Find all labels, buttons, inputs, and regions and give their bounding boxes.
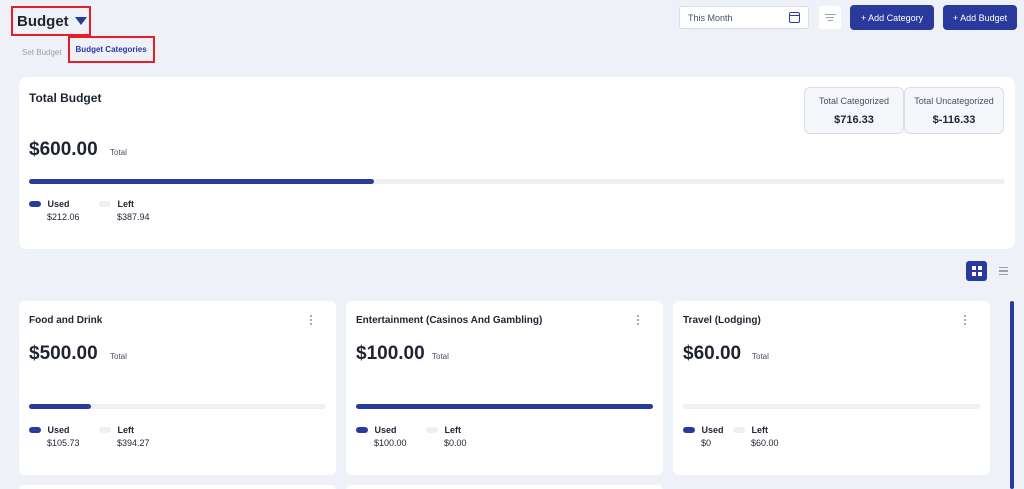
total-uncategorized-box: Total Uncategorized $-116.33 xyxy=(904,87,1004,134)
left-legend: Left $0.00 xyxy=(426,425,467,448)
date-range-select[interactable]: This Month xyxy=(679,6,809,29)
used-label: Used xyxy=(47,425,70,435)
category-progress-fill xyxy=(29,404,92,409)
category-amount: $60.00 xyxy=(683,343,742,364)
left-value: $0.00 xyxy=(444,438,467,448)
left-legend: Left $60.00 xyxy=(733,425,779,448)
total-categorized-label: Total Categorized xyxy=(818,96,890,106)
more-vertical-icon[interactable] xyxy=(964,315,966,325)
total-uncategorized-value: $-116.33 xyxy=(932,114,976,126)
left-value: $394.27 xyxy=(117,438,150,448)
filter-icon-line xyxy=(827,20,833,22)
used-value: $100.00 xyxy=(374,438,407,448)
category-card-partial xyxy=(346,485,663,489)
category-card: Entertainment (Casinos And Gambling) $10… xyxy=(346,301,663,475)
used-label: Used xyxy=(374,425,397,435)
page-title: Budget xyxy=(17,12,69,30)
total-budget-amount: $600.00 xyxy=(29,139,98,160)
total-budget-total-label: Total xyxy=(110,148,127,157)
used-value: $0 xyxy=(701,438,712,448)
left-label: Left xyxy=(117,199,135,209)
left-legend: Left $387.94 xyxy=(99,199,150,222)
category-progress xyxy=(356,404,653,409)
scrollbar[interactable] xyxy=(1010,301,1014,489)
filter-button[interactable] xyxy=(819,6,841,29)
tab-budget-categories-box[interactable]: Budget Categories xyxy=(67,36,155,63)
total-budget-progress-fill xyxy=(29,179,374,184)
used-value: $105.73 xyxy=(47,438,80,448)
used-dot xyxy=(29,427,41,433)
filter-icon xyxy=(824,13,836,15)
used-value: $212.06 xyxy=(47,212,80,222)
sub-tabs: Set Budget Budget Categories xyxy=(22,36,155,63)
category-card-partial xyxy=(19,485,336,489)
category-total-label: Total xyxy=(752,352,769,361)
category-name: Entertainment (Casinos And Gambling) xyxy=(356,315,543,326)
grid-view-button[interactable] xyxy=(966,261,987,281)
total-categorized-value: $716.33 xyxy=(834,114,874,126)
list-view-icon xyxy=(999,267,1008,269)
category-progress xyxy=(29,404,326,409)
more-vertical-icon[interactable] xyxy=(637,315,639,325)
filter-icon-line xyxy=(826,16,834,19)
category-progress xyxy=(683,404,980,409)
category-amount: $100.00 xyxy=(356,343,425,364)
used-dot xyxy=(29,201,41,207)
used-legend: Used $105.73 xyxy=(29,425,80,448)
category-amount: $500.00 xyxy=(29,343,98,364)
total-budget-progress xyxy=(29,179,1005,184)
used-dot xyxy=(356,427,368,433)
left-dot xyxy=(99,427,111,433)
category-total-label: Total xyxy=(432,352,449,361)
used-label: Used xyxy=(47,199,70,209)
tab-budget-categories[interactable]: Budget Categories xyxy=(75,45,147,54)
add-category-button[interactable]: + Add Category xyxy=(850,5,934,30)
more-vertical-icon[interactable] xyxy=(310,315,312,325)
category-name: Food and Drink xyxy=(29,315,103,326)
left-dot xyxy=(99,201,111,207)
used-legend: Used $100.00 xyxy=(356,425,407,448)
category-total-label: Total xyxy=(110,352,127,361)
left-label: Left xyxy=(444,425,462,435)
category-progress-fill xyxy=(356,404,653,409)
used-legend: Used $0 xyxy=(683,425,724,448)
total-categorized-box: Total Categorized $716.33 xyxy=(804,87,904,134)
total-uncategorized-label: Total Uncategorized xyxy=(914,96,994,106)
left-dot xyxy=(426,427,438,433)
left-label: Left xyxy=(117,425,135,435)
budget-title-dropdown[interactable]: Budget xyxy=(11,6,91,36)
category-name: Travel (Lodging) xyxy=(683,315,761,326)
used-dot xyxy=(683,427,695,433)
caret-down-icon xyxy=(74,17,87,25)
left-value: $60.00 xyxy=(751,438,779,448)
list-view-button[interactable] xyxy=(993,261,1014,281)
left-label: Left xyxy=(751,425,769,435)
left-legend: Left $394.27 xyxy=(99,425,150,448)
category-card: Food and Drink $500.00 Total Used $105.7… xyxy=(19,301,336,475)
grid-view-icon xyxy=(971,266,982,276)
used-label: Used xyxy=(701,425,724,435)
category-card: Travel (Lodging) $60.00 Total Used $0 Le… xyxy=(673,301,990,475)
total-budget-title: Total Budget xyxy=(29,91,102,105)
tab-set-budget[interactable]: Set Budget xyxy=(22,48,62,57)
left-dot xyxy=(733,427,745,433)
total-budget-card: Total Budget $600.00 Total Total Categor… xyxy=(19,77,1015,249)
add-budget-button[interactable]: + Add Budget xyxy=(943,5,1017,30)
date-range-value: This Month xyxy=(688,12,733,23)
left-value: $387.94 xyxy=(117,212,150,222)
used-legend: Used $212.06 xyxy=(29,199,80,222)
calendar-icon[interactable] xyxy=(789,12,800,23)
